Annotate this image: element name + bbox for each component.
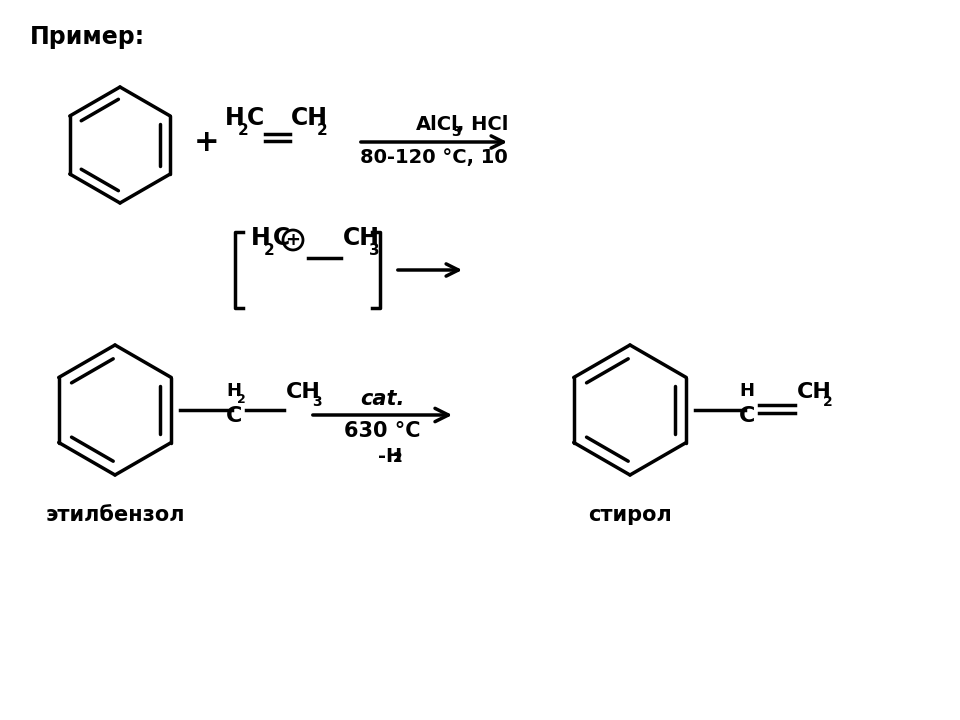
Text: C: C bbox=[739, 406, 756, 426]
Text: cat.: cat. bbox=[360, 389, 405, 409]
Text: 3: 3 bbox=[451, 125, 461, 139]
Text: C: C bbox=[273, 226, 290, 250]
Text: 2: 2 bbox=[237, 393, 246, 406]
Text: C: C bbox=[247, 106, 264, 130]
Text: H: H bbox=[225, 106, 245, 130]
Text: 3: 3 bbox=[369, 243, 379, 258]
Text: AlCl: AlCl bbox=[416, 115, 459, 134]
Text: 3: 3 bbox=[312, 395, 322, 409]
Text: , HCl: , HCl bbox=[457, 115, 509, 134]
Text: CH: CH bbox=[797, 382, 832, 402]
Text: 2: 2 bbox=[264, 243, 275, 258]
Text: -H: -H bbox=[377, 447, 401, 466]
Text: 2: 2 bbox=[393, 451, 402, 465]
Text: +: + bbox=[285, 231, 300, 249]
Text: Пример:: Пример: bbox=[30, 25, 145, 49]
Text: H: H bbox=[739, 382, 754, 400]
Text: 2: 2 bbox=[823, 395, 832, 409]
Text: 80-120 °C, 10: 80-120 °C, 10 bbox=[360, 148, 508, 167]
Text: CH: CH bbox=[343, 226, 380, 250]
Text: 630 °C: 630 °C bbox=[345, 421, 420, 441]
Text: +: + bbox=[194, 127, 220, 156]
Text: этилбензол: этилбензол bbox=[45, 505, 184, 525]
Text: C: C bbox=[226, 406, 242, 426]
Text: CH: CH bbox=[286, 382, 321, 402]
Text: стирол: стирол bbox=[588, 505, 672, 525]
Text: 2: 2 bbox=[238, 123, 249, 138]
Text: 2: 2 bbox=[317, 123, 327, 138]
Text: H: H bbox=[226, 382, 241, 400]
Text: H: H bbox=[251, 226, 271, 250]
Text: CH: CH bbox=[291, 106, 328, 130]
